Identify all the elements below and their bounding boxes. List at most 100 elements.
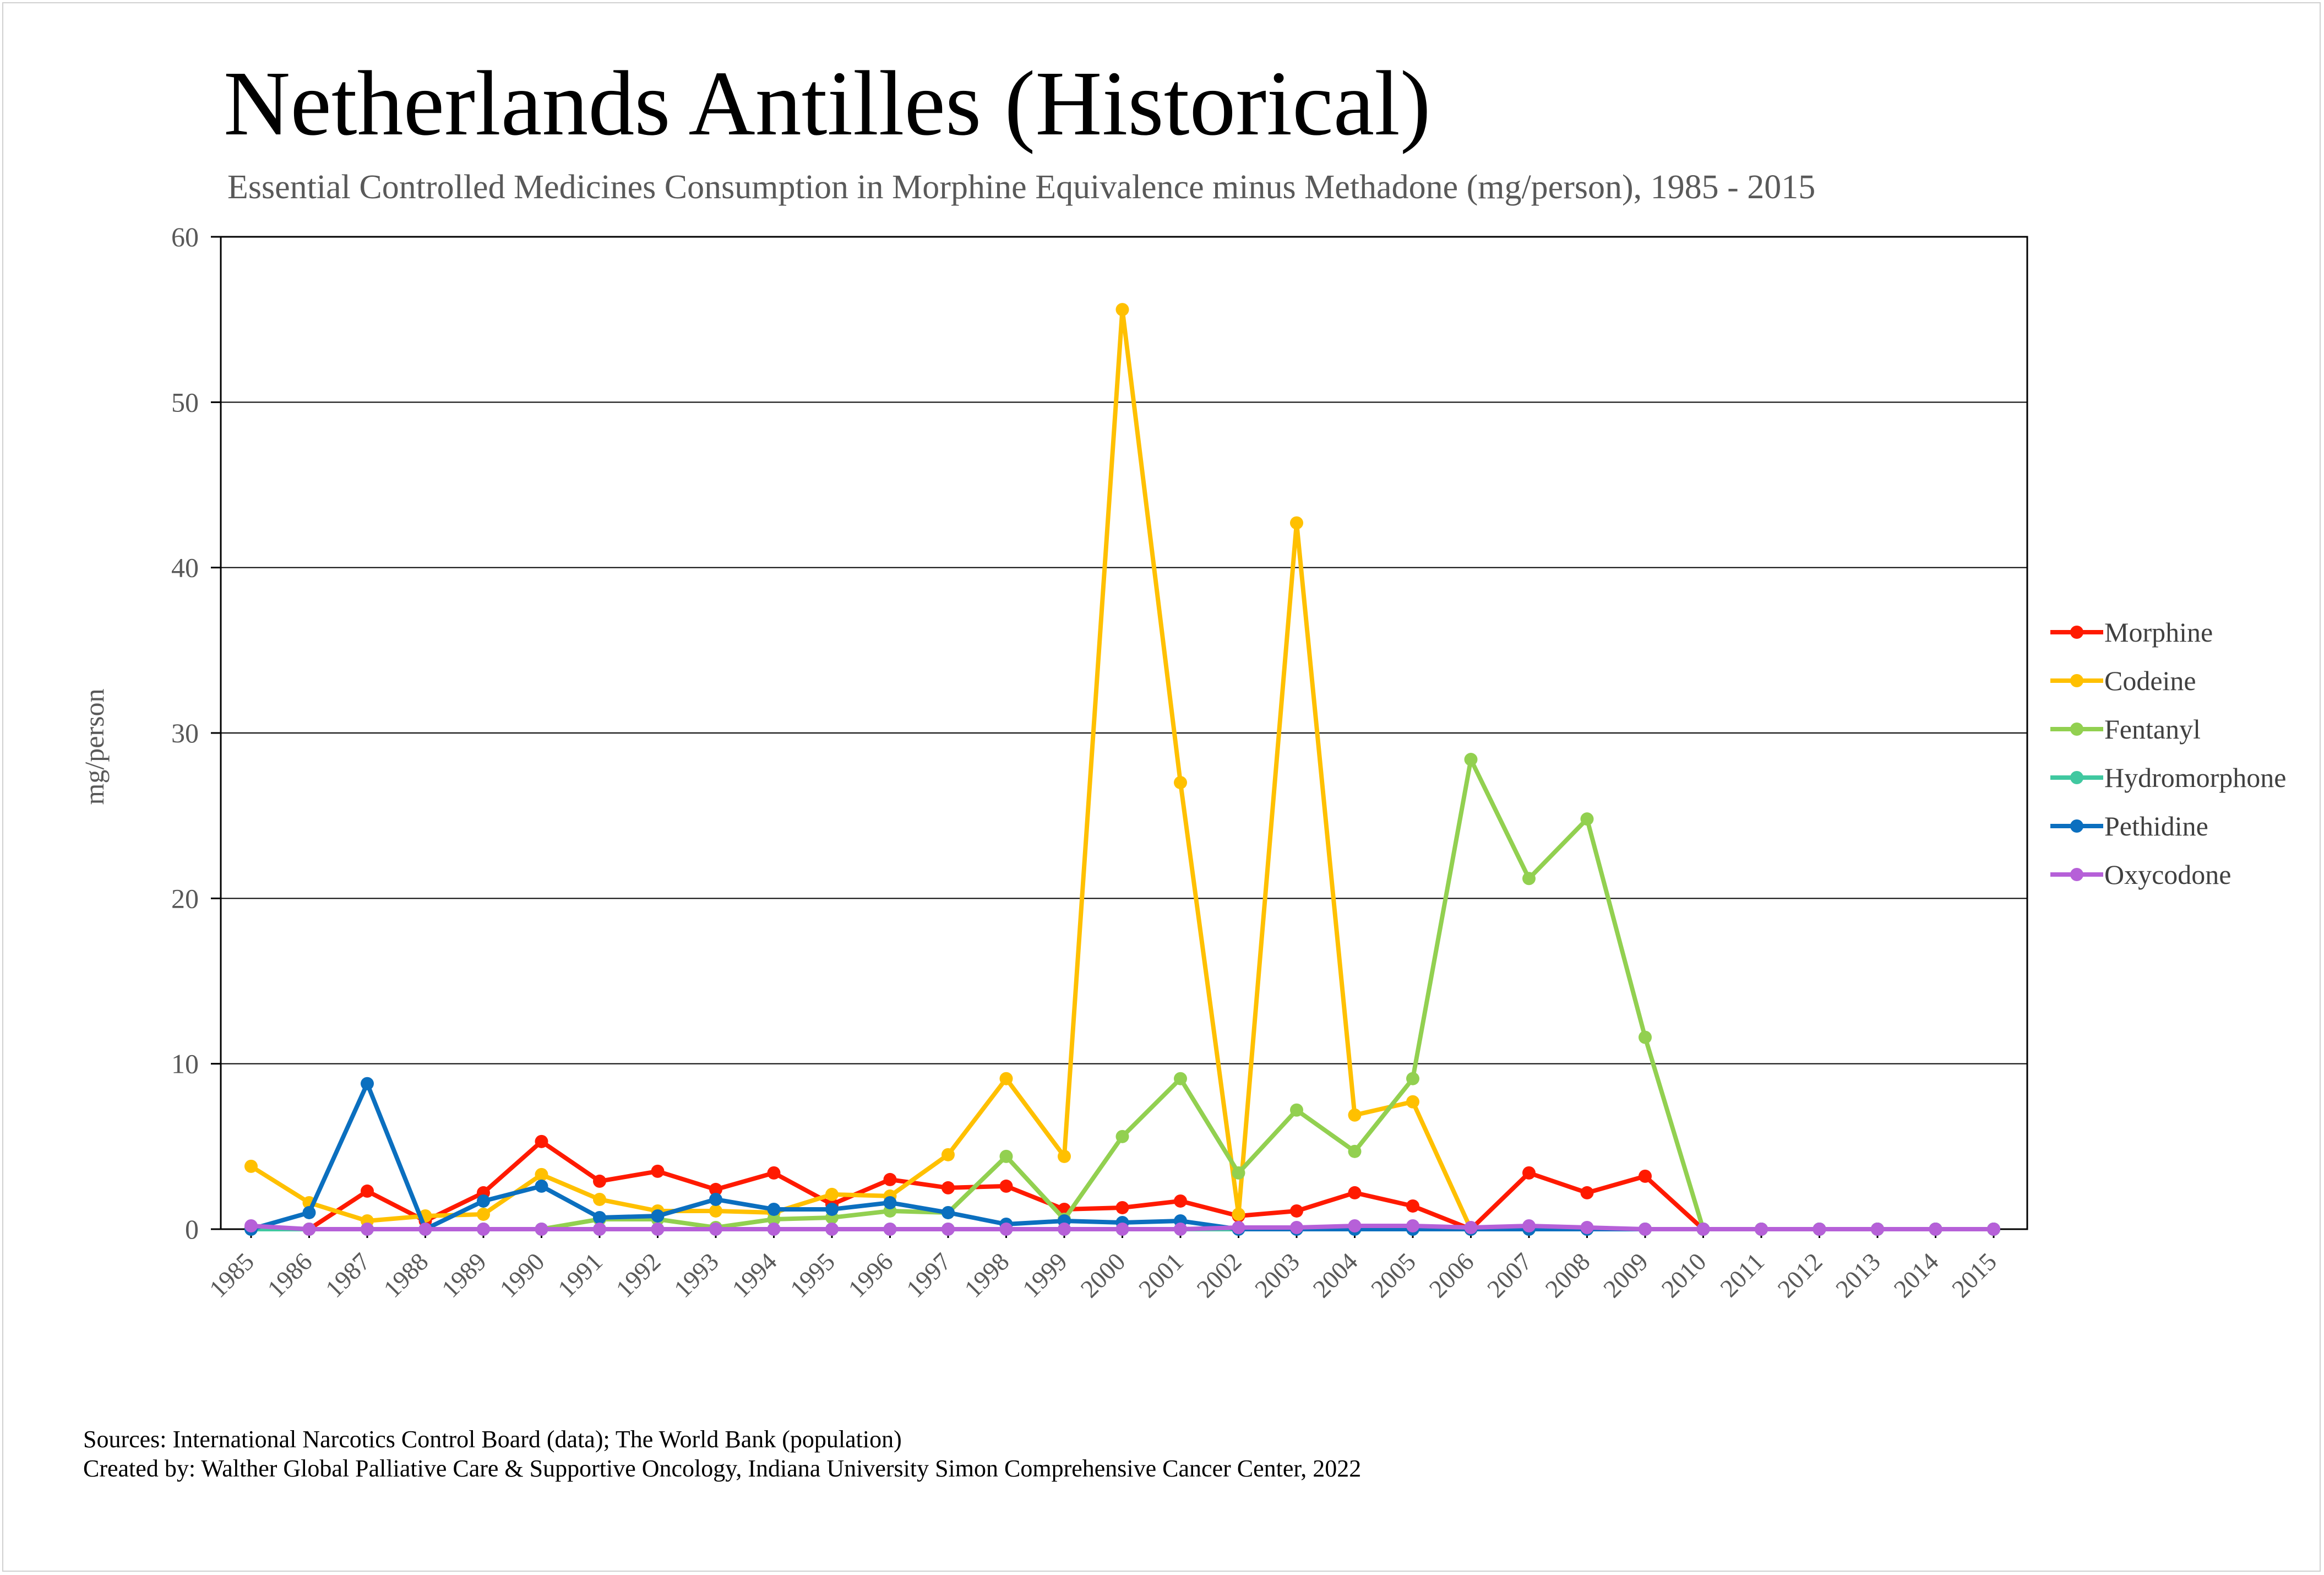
data-point (244, 1159, 258, 1173)
x-tick-label: 2007 (1482, 1247, 1537, 1303)
data-point (1058, 1149, 1071, 1163)
data-point (999, 1072, 1013, 1085)
x-tick-label: 1994 (726, 1247, 782, 1303)
data-point (1580, 1220, 1594, 1234)
legend-label: Pethidine (2104, 811, 2208, 841)
x-tick-label: 2009 (1598, 1247, 1653, 1303)
data-point (302, 1205, 316, 1219)
series-lines (244, 303, 2000, 1236)
data-point (1115, 303, 1129, 317)
x-tick-label: 1986 (262, 1247, 317, 1303)
data-point (651, 1209, 665, 1223)
x-tick-label: 1991 (552, 1247, 608, 1303)
x-tick-label: 1997 (901, 1247, 956, 1303)
legend-marker (2070, 771, 2083, 784)
data-point (1696, 1223, 1710, 1236)
x-tick-label: 2008 (1539, 1247, 1595, 1303)
data-point (1755, 1223, 1768, 1236)
y-axis-ticks: 0 10 20 30 40 50 60 (171, 221, 199, 1245)
x-tick-label: 1996 (842, 1247, 898, 1303)
x-tick-label: 1998 (959, 1247, 1014, 1303)
x-tick-label: 1989 (436, 1247, 492, 1303)
y-tick-label: 10 (171, 1049, 199, 1079)
data-point (477, 1223, 490, 1236)
data-point (1871, 1223, 1884, 1236)
data-point (1406, 1072, 1419, 1085)
data-point (651, 1164, 665, 1178)
x-tick-label: 2004 (1307, 1247, 1363, 1303)
data-point (999, 1179, 1013, 1193)
data-point (535, 1134, 548, 1148)
x-tick-label: 2005 (1365, 1247, 1421, 1303)
data-point (1522, 1166, 1536, 1180)
data-point (825, 1187, 839, 1201)
data-point (1348, 1219, 1362, 1232)
data-point (1290, 516, 1303, 530)
data-point (941, 1181, 955, 1194)
data-point (1639, 1223, 1652, 1236)
data-point (767, 1223, 781, 1236)
data-point (1174, 1194, 1187, 1208)
y-tick-label: 50 (171, 387, 199, 417)
data-point (825, 1202, 839, 1216)
data-point (1580, 812, 1594, 826)
sources-note: Sources: International Narcotics Control… (83, 1426, 902, 1453)
legend-marker (2070, 723, 2083, 736)
x-tick-label: 1992 (610, 1247, 666, 1303)
data-point (1522, 1219, 1536, 1232)
legend-label: Hydromorphone (2104, 762, 2287, 793)
data-point (593, 1174, 606, 1188)
y-axis-label: mg/person (79, 688, 110, 805)
data-point (1115, 1201, 1129, 1214)
data-point (999, 1223, 1013, 1236)
data-point (1639, 1169, 1652, 1183)
data-point (999, 1149, 1013, 1163)
data-point (535, 1179, 548, 1193)
data-point (1348, 1186, 1362, 1199)
data-point (941, 1205, 955, 1219)
y-tick-label: 60 (171, 221, 199, 252)
x-tick-label: 2001 (1133, 1247, 1189, 1303)
data-point (1987, 1223, 2000, 1236)
data-point (361, 1184, 374, 1198)
data-point (593, 1223, 606, 1236)
x-tick-label: 1988 (378, 1247, 433, 1303)
x-tick-label: 1993 (668, 1247, 724, 1303)
data-point (1174, 1072, 1187, 1085)
data-point (1232, 1207, 1245, 1221)
data-point (1290, 1103, 1303, 1117)
series-line (249, 307, 1996, 1231)
data-point (1406, 1219, 1419, 1232)
y-tick-label: 30 (171, 718, 199, 748)
data-point (361, 1223, 374, 1236)
legend-item-fentanyl: Fentanyl (2050, 714, 2201, 745)
data-point (1232, 1220, 1245, 1234)
y-tick-label: 20 (171, 883, 199, 914)
legend-marker (2070, 819, 2083, 833)
x-tick-label: 2000 (1075, 1247, 1130, 1303)
legend-label: Morphine (2104, 617, 2213, 648)
data-point (535, 1167, 548, 1181)
x-tick-label: 2012 (1772, 1247, 1827, 1303)
x-tick-label: 1990 (494, 1247, 549, 1303)
data-point (1058, 1223, 1071, 1236)
x-axis-ticks: 1985 1986 1987 1988 1989 1990 1991 1992 1993 1994… (204, 1247, 2002, 1303)
chart-title: Netherlands Antilles (Historical) (224, 52, 1431, 155)
data-point (1464, 1220, 1478, 1234)
legend-item-pethidine: Pethidine (2050, 811, 2208, 841)
data-point (477, 1207, 490, 1221)
data-point (825, 1223, 839, 1236)
data-point (883, 1196, 897, 1209)
data-point (361, 1077, 374, 1090)
data-point (477, 1194, 490, 1208)
data-point (593, 1192, 606, 1206)
data-point (941, 1223, 955, 1236)
legend-marker (2070, 674, 2083, 687)
data-point (651, 1223, 665, 1236)
data-point (767, 1202, 781, 1216)
data-point (535, 1223, 548, 1236)
data-point (1290, 1204, 1303, 1218)
data-point (1232, 1166, 1245, 1180)
x-tick-label: 2011 (1715, 1247, 1770, 1302)
